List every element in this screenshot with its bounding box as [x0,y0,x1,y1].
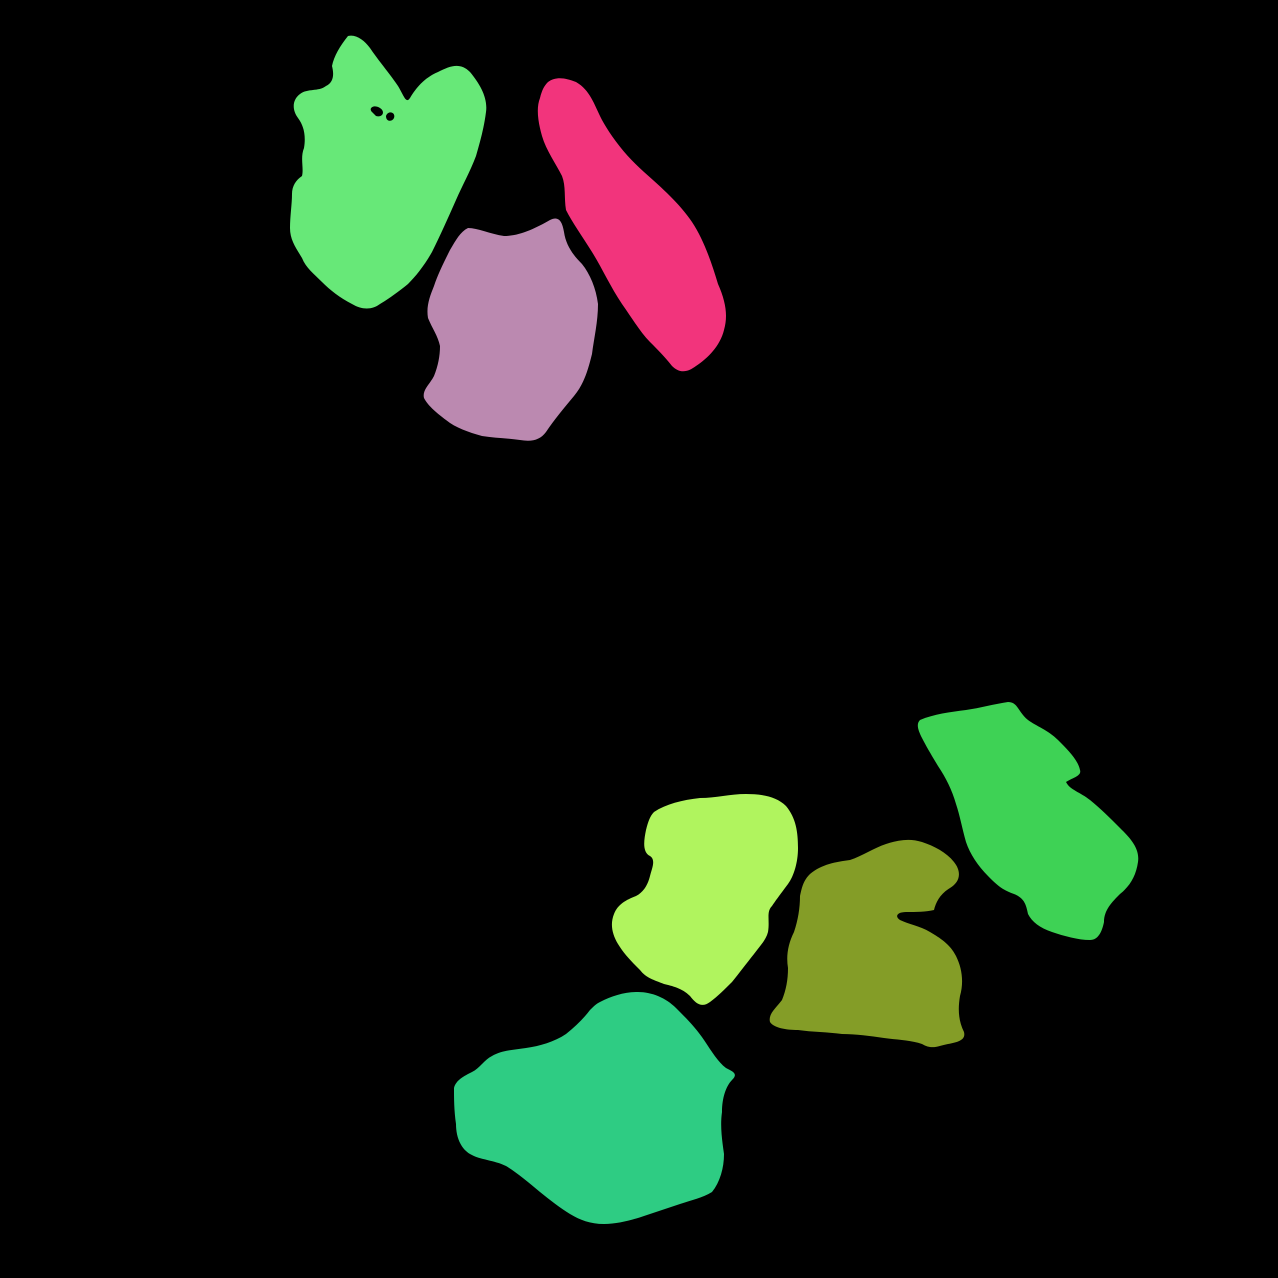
segment-olive [769,839,965,1048]
segment-teal-green [454,992,735,1224]
segment-pink [537,78,726,372]
segment-mauve [423,218,598,441]
segment-lime [611,794,798,1005]
segment-light-green-top [290,35,487,309]
segment-green-right [917,702,1139,940]
